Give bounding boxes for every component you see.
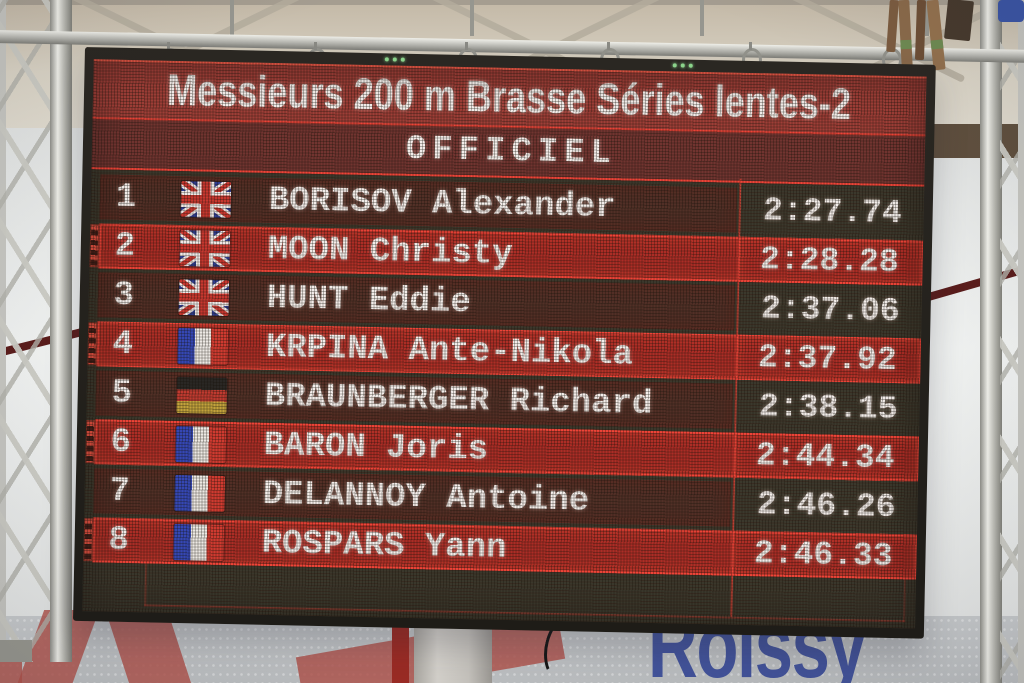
red-post: [392, 612, 409, 683]
status-led-dots: [672, 63, 693, 68]
flag-icon: [178, 278, 230, 316]
row-highlight-marker: [83, 518, 94, 562]
swimmer-name: ROSPARS Yann: [261, 524, 507, 568]
status-text: OFFICIEL: [405, 130, 618, 174]
truss-tower-right: [952, 0, 1024, 683]
empty-row-frame: [144, 560, 148, 607]
empty-row-frame: [903, 576, 907, 623]
row-highlight-marker: [85, 420, 96, 464]
flag-icon: [175, 425, 227, 463]
empty-row-frame: [144, 604, 906, 623]
rank-label: 5: [111, 374, 133, 413]
rank-label: 1: [115, 178, 137, 217]
results-rows: 1 BORISOV Alexander 2:27.74 2 MOON Chris…: [83, 174, 924, 580]
flag-icon: [177, 327, 229, 365]
truss-top-chord: [0, 0, 1024, 5]
result-time: 2:46.26: [756, 486, 896, 527]
rank-label: 2: [114, 227, 136, 266]
rank-label: 6: [110, 423, 132, 462]
scoreboard: Messieurs 200 m Brasse Séries lentes-2 O…: [72, 47, 936, 639]
result-time: 2:28.28: [737, 236, 924, 286]
truss-lattice: [0, 0, 50, 662]
result-time: 2:44.34: [733, 432, 920, 482]
ceiling-drop-rod: [925, 0, 929, 36]
result-time: 2:27.74: [762, 192, 903, 233]
truss-chord: [980, 0, 1002, 683]
led-screen: Messieurs 200 m Brasse Séries lentes-2 O…: [82, 59, 927, 629]
ceiling-drop-rod: [700, 0, 704, 36]
flag-icon: [173, 523, 225, 561]
truss-tower-left: [0, 0, 78, 662]
row-highlight-marker: [87, 322, 98, 366]
swimmer-name: MOON Christy: [267, 230, 513, 274]
truss-foot: [0, 640, 32, 662]
swimmer-name: KRPINA Ante-Nikola: [265, 328, 634, 375]
row-highlight-marker: [89, 224, 100, 268]
status-led-dots: [384, 57, 405, 62]
flag-icon: [176, 376, 228, 414]
hanging-gear-blue: [998, 0, 1024, 22]
result-time: 2:46.33: [731, 530, 917, 580]
swimmer-name: HUNT Eddie: [266, 279, 472, 322]
swimmer-name: BRAUNBERGER Richard: [264, 377, 653, 424]
rank-label: 7: [109, 472, 131, 511]
flag-icon: [174, 474, 226, 512]
wall-graphic-stroke: [0, 656, 22, 683]
rank-label: 4: [112, 325, 134, 364]
hanging-gear: [943, 0, 975, 42]
flag-icon: [180, 180, 232, 218]
ceiling-drop-rod: [470, 0, 474, 36]
result-time: 2:38.15: [758, 388, 898, 429]
swimmer-name: BARON Joris: [263, 426, 489, 470]
result-time: 2:37.06: [760, 290, 901, 331]
ceiling-drop-rod: [230, 0, 234, 36]
rank-label: 3: [113, 276, 135, 315]
truss-chord: [1018, 0, 1024, 683]
event-title: Messieurs 200 m Brasse Séries lentes-2: [167, 65, 852, 130]
swimmer-name: BORISOV Alexander: [268, 181, 617, 227]
result-time: 2:37.92: [735, 334, 922, 384]
rank-label: 8: [108, 521, 130, 560]
swimmer-name: DELANNOY Antoine: [262, 475, 590, 521]
flag-icon: [179, 229, 231, 267]
truss-chord: [50, 0, 72, 662]
